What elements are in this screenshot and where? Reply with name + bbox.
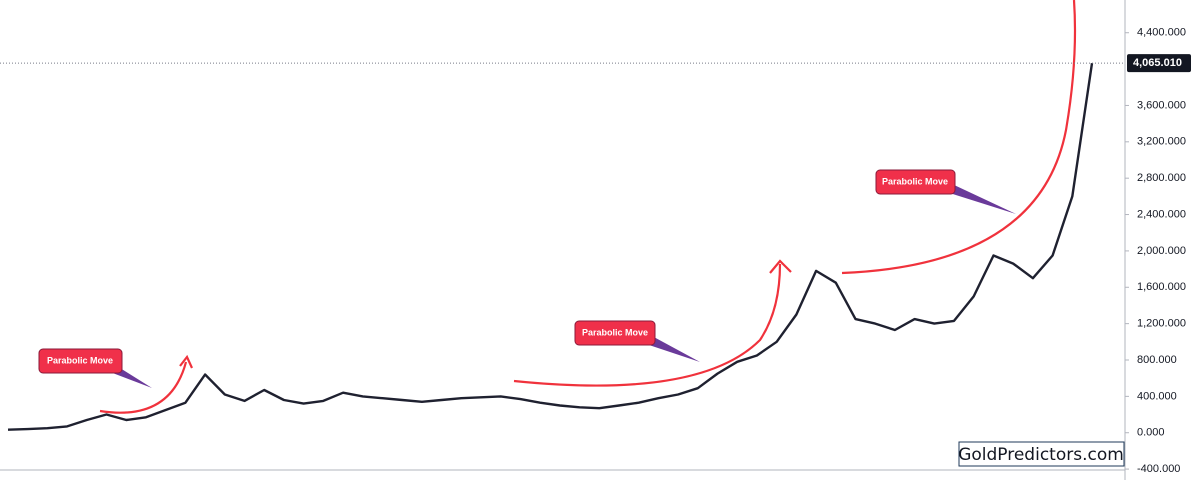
callout: Parabolic Move <box>38 348 152 388</box>
y-tick-label: 800.000 <box>1137 354 1177 366</box>
y-tick-label: 1,600.000 <box>1137 281 1186 293</box>
arrow-head <box>769 259 792 274</box>
last-price-label: 4,065.010 <box>1133 57 1182 69</box>
callout-box <box>574 320 656 346</box>
y-tick-label: 3,200.000 <box>1137 136 1186 148</box>
annotation-text: Parabolic Move <box>47 355 113 365</box>
arc <box>841 0 1077 275</box>
callout-tail <box>940 184 1016 214</box>
y-tick-label: 1,200.000 <box>1137 318 1186 330</box>
watermark-box <box>958 441 1125 467</box>
callout: Parabolic Move <box>875 169 1016 214</box>
last-price-box <box>1127 54 1191 73</box>
y-tick-label: 2,000.000 <box>1137 245 1186 257</box>
arc <box>99 361 188 414</box>
watermark: GoldPredictors.com <box>958 445 1124 465</box>
arrow-head <box>179 354 194 369</box>
callout: Parabolic Move <box>574 320 700 362</box>
y-tick-label: 2,400.000 <box>1137 208 1186 220</box>
y-tick-label: 400.000 <box>1137 390 1177 402</box>
y-tick-label: 4,400.000 <box>1137 27 1186 39</box>
y-tick-label: 3,600.000 <box>1137 99 1186 111</box>
annotation-text: Parabolic Move <box>582 327 648 337</box>
y-tick-label: 0.000 <box>1137 427 1165 439</box>
annotation-arcs <box>99 0 1077 414</box>
y-tick-label: -400.000 <box>1137 463 1180 475</box>
callout-tail <box>110 368 152 388</box>
y-tick-label: 2,800.000 <box>1137 172 1186 184</box>
callout-box <box>875 169 956 195</box>
callout-box <box>38 348 123 374</box>
price-line <box>7 63 1094 431</box>
arc <box>513 263 782 387</box>
annotation-text: Parabolic Move <box>882 176 948 186</box>
